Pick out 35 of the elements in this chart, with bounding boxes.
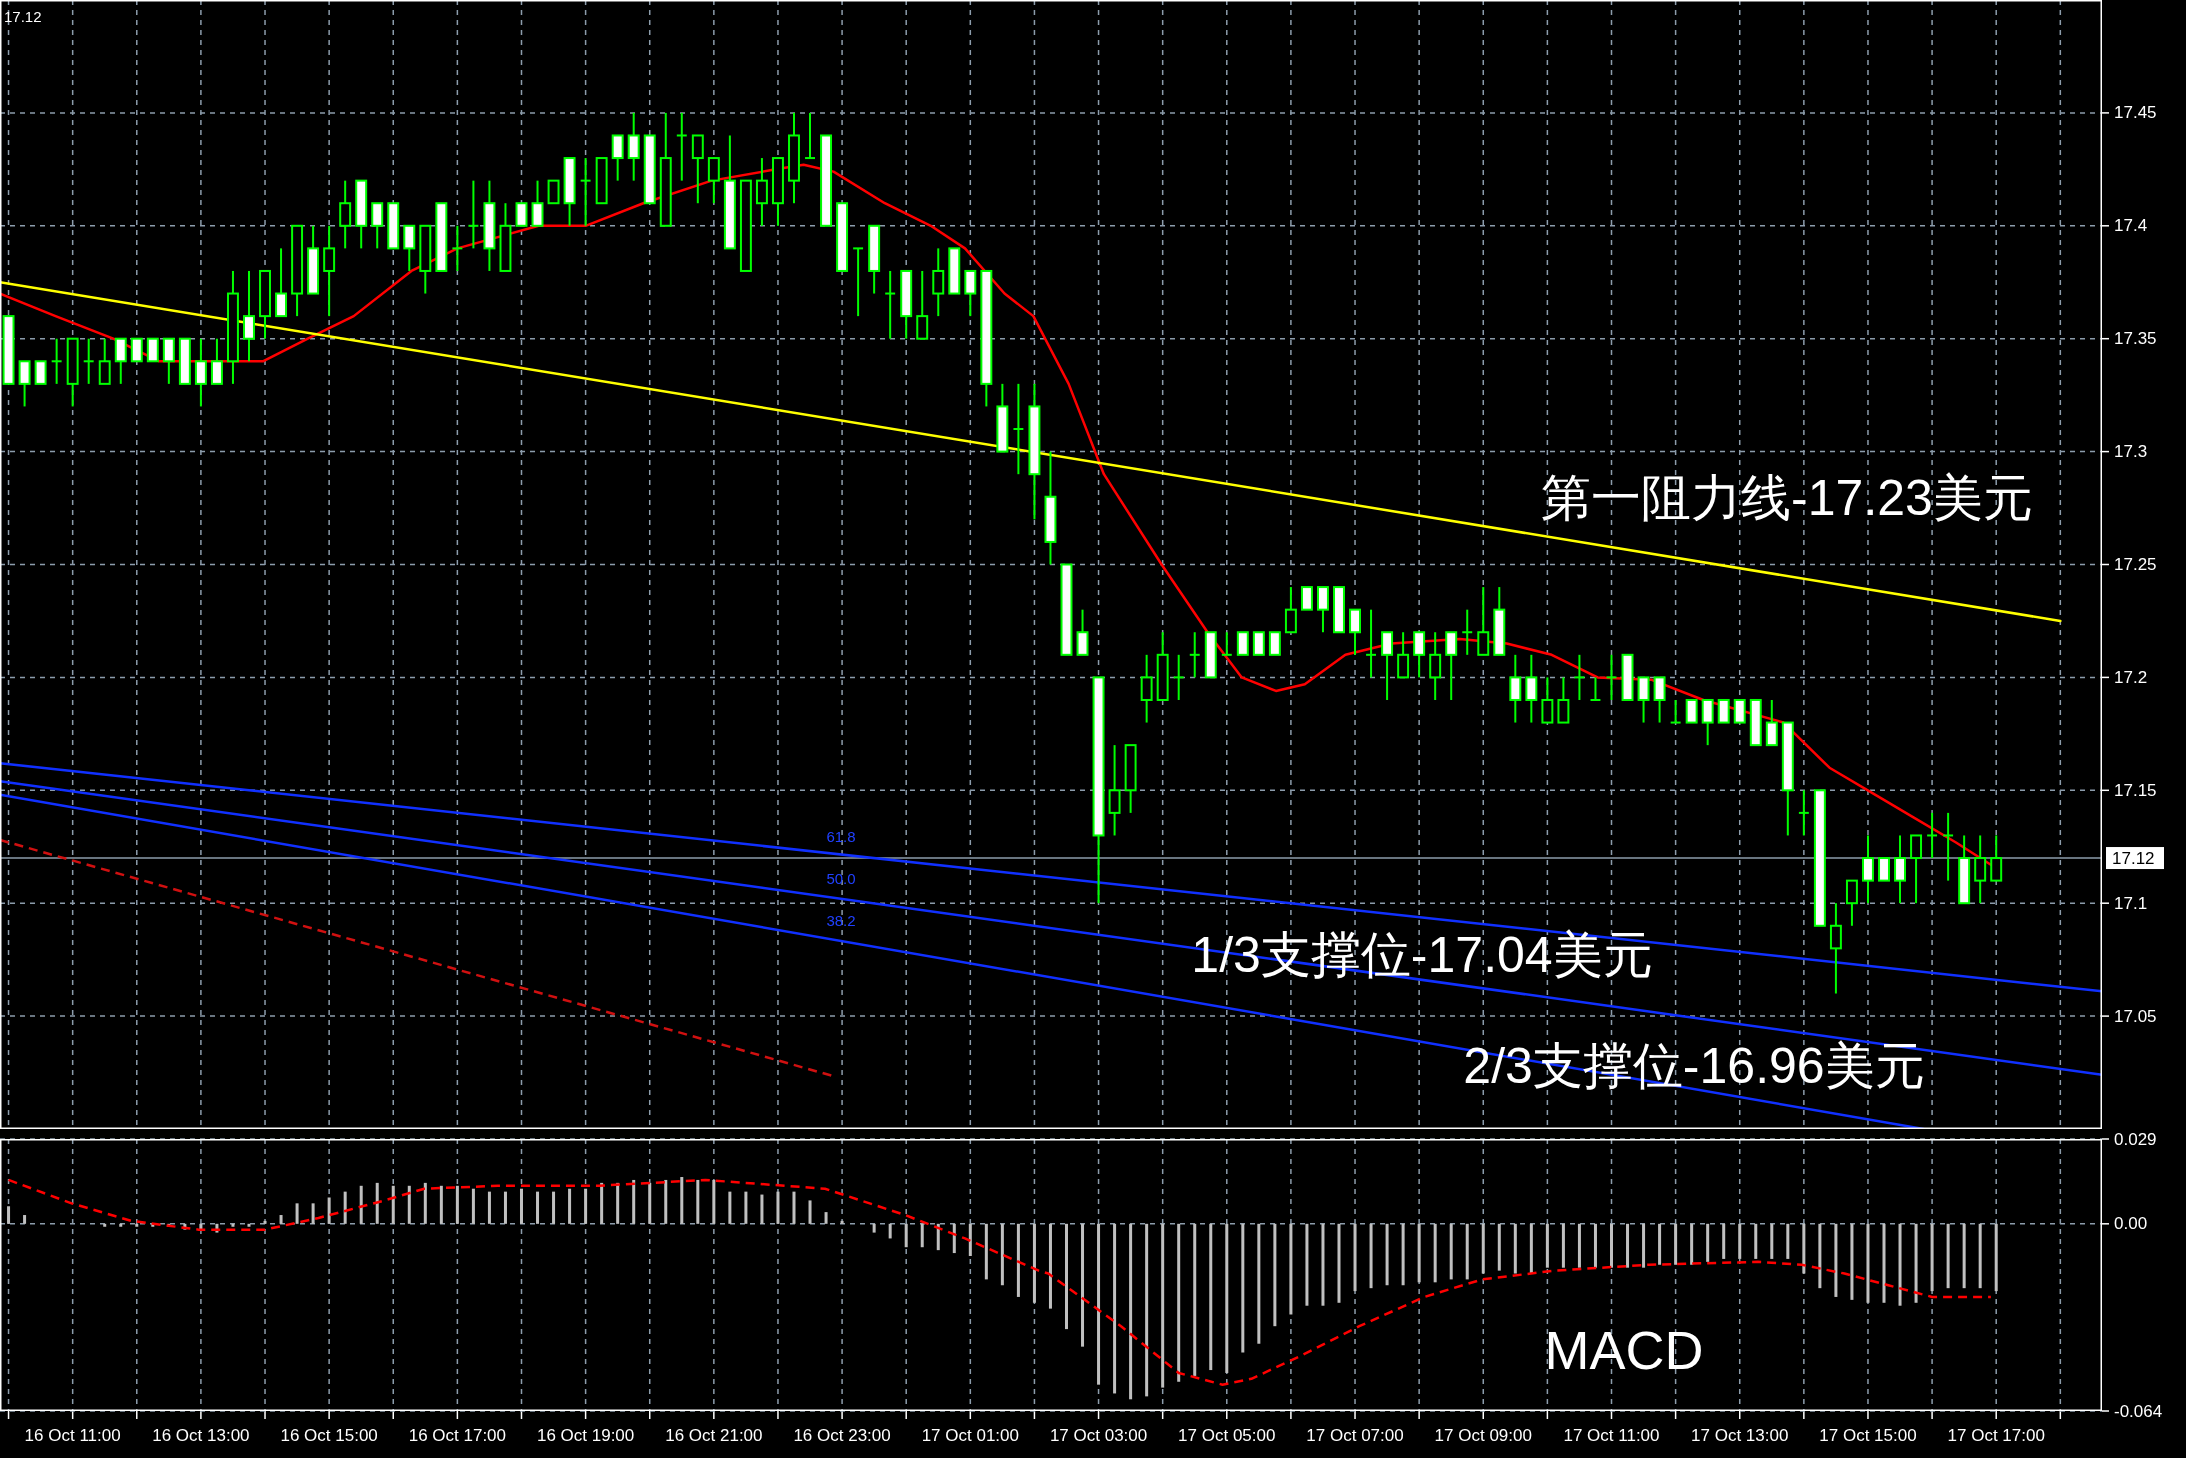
x-tick-label: 16 Oct 23:00: [793, 1426, 891, 1445]
annotation: 第一阻力线-17.23美元: [1541, 470, 2033, 526]
x-tick-label: 17 Oct 05:00: [1178, 1426, 1276, 1445]
y-tick-label: 17.1: [2114, 893, 2148, 913]
ref-line-label: 17.12: [2112, 848, 2155, 868]
x-tick-label: 17 Oct 15:00: [1819, 1426, 1917, 1445]
x-tick-label: 16 Oct 21:00: [665, 1426, 763, 1445]
annotation: 50.0: [826, 869, 856, 887]
x-tick-label: 17 Oct 01:00: [921, 1426, 1019, 1445]
x-tick-label: 17 Oct 17:00: [1947, 1426, 2045, 1445]
y-tick-label: 17.2: [2114, 667, 2148, 687]
x-tick-label: 17 Oct 13:00: [1691, 1426, 1789, 1445]
annotation: MACD: [1544, 1320, 1704, 1380]
x-tick-label: 17 Oct 03:00: [1049, 1426, 1148, 1445]
x-tick-label: 16 Oct 13:00: [152, 1426, 250, 1445]
x-tick-label: 16 Oct 19:00: [536, 1426, 635, 1445]
y-tick-label: 17.35: [2114, 329, 2157, 349]
y-tick-label: 17.45: [2114, 103, 2157, 123]
y-tick-label: 0.029: [2114, 1129, 2157, 1149]
y-tick-label: 17.05: [2114, 1006, 2157, 1026]
x-tick-label: 16 Oct 15:00: [280, 1426, 378, 1445]
x-tick-label: 17 Oct 07:00: [1306, 1426, 1404, 1445]
annotation: 17.12: [4, 7, 42, 25]
y-tick-label: 17.15: [2114, 780, 2157, 800]
y-tick-label: 17.4: [2114, 216, 2148, 236]
x-tick-label: 17 Oct 09:00: [1434, 1426, 1532, 1445]
y-tick-label: 17.25: [2114, 555, 2157, 574]
y-tick-label: 17.3: [2114, 442, 2148, 462]
annotation: 61.8: [826, 827, 856, 845]
x-tick-label: 17 Oct 11:00: [1563, 1426, 1660, 1445]
annotation: 38.2: [826, 911, 856, 929]
x-tick-label: 16 Oct 17:00: [408, 1426, 507, 1445]
y-tick-label: 0.00: [2114, 1214, 2148, 1234]
y-tick-label: -0.064: [2114, 1401, 2163, 1421]
x-tick-label: 16 Oct 11:00: [24, 1426, 121, 1445]
